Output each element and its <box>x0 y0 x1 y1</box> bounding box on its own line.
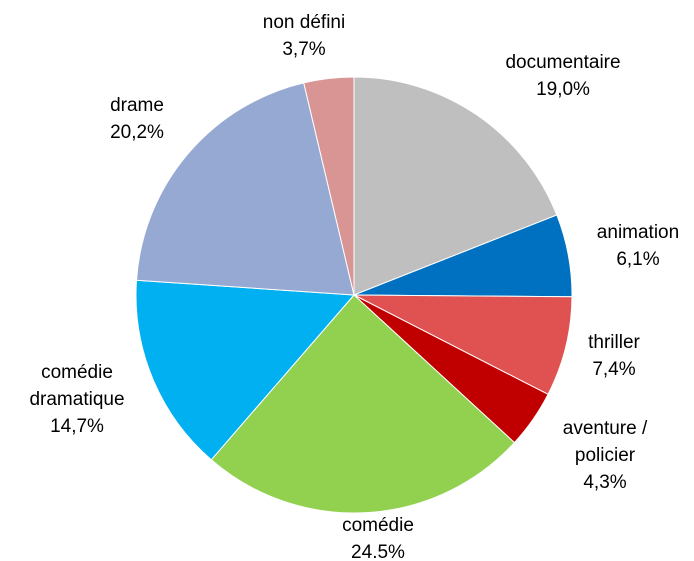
value-label: 3,7% <box>282 39 326 60</box>
slice-label: aventure / policier 4,3% <box>550 415 660 496</box>
category-label: comédie dramatique <box>29 362 125 410</box>
value-label: 7,4% <box>592 359 636 380</box>
category-label: documentaire <box>505 52 621 73</box>
value-label: 14,7% <box>50 416 104 437</box>
value-label: 19,0% <box>536 79 590 100</box>
slice <box>353 294 573 396</box>
category-label: drame <box>110 95 164 116</box>
value-label: 6,1% <box>616 249 660 270</box>
category-label: thriller <box>588 332 640 353</box>
category-label: non défini <box>262 12 346 33</box>
slice <box>353 76 558 296</box>
slice-label: thriller 7,4% <box>588 329 640 383</box>
slice-label: documentaire 19,0% <box>505 49 620 103</box>
slice-label: comédie 24.5% <box>342 512 414 561</box>
slice-label: comédie dramatique 14,7% <box>12 359 142 440</box>
slice <box>135 279 356 461</box>
slice <box>135 82 355 296</box>
category-label: comédie <box>342 515 414 536</box>
slice-label: drame 20,2% <box>110 92 164 146</box>
slice <box>303 76 355 296</box>
value-label: 4,3% <box>583 472 627 493</box>
value-label: 20,2% <box>110 122 164 143</box>
slice <box>210 294 516 514</box>
slice-label: non défini 3,7% <box>263 9 345 63</box>
value-label: 24.5% <box>351 542 405 561</box>
slice-label: animation 6,1% <box>597 219 679 273</box>
category-label: animation <box>596 222 680 243</box>
category-label: aventure / policier <box>562 418 648 466</box>
